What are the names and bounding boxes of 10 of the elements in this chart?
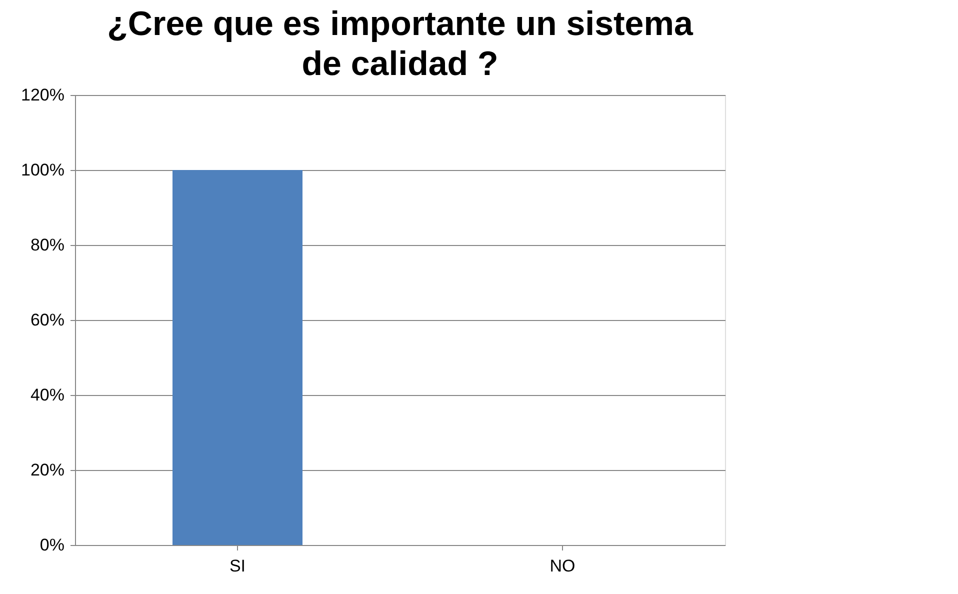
y-tick-label: 120%: [21, 86, 64, 104]
y-tick-label: 80%: [30, 236, 64, 254]
chart-title: ¿Cree que es importante un sistema de calidad ?: [107, 5, 694, 83]
y-tick-label: 20%: [30, 460, 64, 480]
y-tick-label: 100%: [21, 160, 64, 180]
y-tick-label: 40%: [30, 386, 64, 404]
x-tick-label: NO: [550, 556, 576, 576]
y-tick-label: 0%: [40, 536, 64, 554]
x-tick-label: SI: [229, 556, 246, 576]
y-tick-label: 60%: [30, 310, 64, 330]
